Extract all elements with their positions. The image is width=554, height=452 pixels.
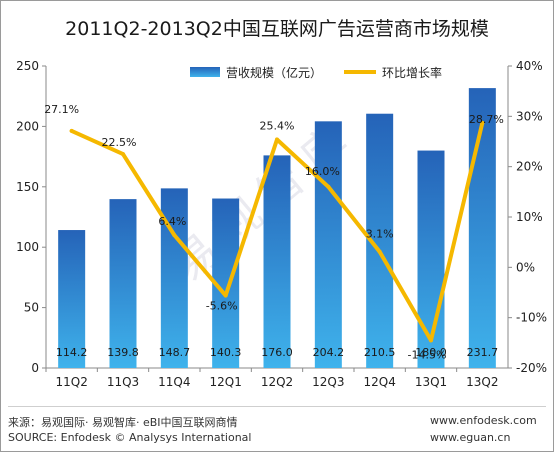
axes: 0 50 100 150 200 250 -20% -10% 0% 10% 20% 30% 40% 11Q…	[16, 59, 547, 389]
bar-value-label: 176.0	[261, 346, 293, 359]
x-tick-label: 13Q2	[466, 375, 498, 389]
y-right-tick-label: 10%	[516, 210, 543, 224]
bar-value-label: 231.7	[467, 346, 499, 359]
x-tick-label: 12Q2	[261, 375, 293, 389]
bar	[314, 121, 342, 368]
url-enfodesk: www.enfodesk.com	[430, 414, 537, 427]
bar-labels: 114.2 139.8 148.7 140.3 176.0 204.2 210.5 180.0…	[56, 346, 498, 359]
chart-title: 2011Q2-2013Q2中国互联网广告运营商市场规模	[65, 18, 489, 40]
x-tick-label: 11Q3	[107, 375, 139, 389]
x-tick-label: 12Q4	[363, 375, 395, 389]
footer-divider	[8, 406, 546, 407]
growth-value-label: 3.1%	[366, 228, 394, 241]
x-tick-label: 13Q1	[415, 375, 447, 389]
line-labels: 27.1% 22.5% 6.4% -5.6% 25.4% 16.0% 3.1% -14.5% 2…	[44, 103, 504, 361]
footer: 来源：易观国际· 易观智库· eBI中国互联网商情 SOURCE: Enfode…	[0, 398, 554, 452]
growth-value-label: 25.4%	[260, 119, 295, 132]
growth-point	[326, 184, 331, 189]
legend: 营收规模（亿元） 环比增长率	[190, 65, 442, 80]
y-right-tick-label: 30%	[516, 109, 543, 123]
growth-value-label: -5.6%	[206, 300, 238, 313]
growth-point	[275, 137, 279, 142]
bar-value-label: 114.2	[56, 346, 88, 359]
url-eguan: www.eguan.cn	[430, 431, 511, 444]
x-tick-label: 12Q3	[312, 375, 344, 389]
source-cn: 来源：易观国际· 易观智库· eBI中国互联网商情	[8, 416, 238, 429]
bar	[58, 230, 86, 368]
bar	[109, 199, 137, 368]
growth-point	[480, 120, 485, 125]
y-right-tick-label: -10%	[516, 311, 547, 325]
legend-bar-swatch	[190, 67, 220, 77]
growth-value-label: 28.7%	[469, 113, 504, 126]
line-series	[69, 120, 485, 343]
bar-series	[58, 88, 496, 369]
y-right-tick-label: 20%	[516, 160, 543, 174]
y-right-tick-label: 40%	[516, 59, 543, 73]
growth-point	[121, 152, 125, 157]
bar	[468, 88, 496, 369]
y-right-tick-label: 0%	[516, 260, 535, 274]
bar-value-label: 139.8	[107, 346, 139, 359]
x-tick-label: 12Q1	[209, 375, 241, 389]
growth-point	[69, 128, 74, 133]
y-left-tick-label: 150	[16, 180, 39, 194]
bar-value-label: 180.0	[415, 346, 447, 359]
growth-value-label: 22.5%	[102, 136, 137, 149]
growth-value-label: 16.0%	[305, 165, 340, 178]
bar-value-label: 204.2	[313, 346, 345, 359]
y-left-tick-label: 100	[16, 240, 39, 254]
x-tick-label: 11Q2	[55, 375, 87, 389]
growth-value-label: 27.1%	[44, 103, 79, 116]
growth-point	[429, 338, 433, 343]
legend-line-label: 环比增长率	[382, 65, 442, 80]
y-right-tick-label: -20%	[516, 361, 547, 375]
bar-value-label: 148.7	[159, 346, 191, 359]
legend-bar-label: 营收规模（亿元）	[226, 65, 322, 80]
bar-value-label: 210.5	[364, 346, 396, 359]
growth-point	[223, 293, 228, 298]
y-left-tick-label: 50	[24, 301, 39, 315]
chart: 0 50 100 150 200 250 -20% -10% 0% 10% 20% 30% 40% 11Q…	[16, 59, 547, 389]
growth-value-label: -14.5%	[408, 348, 447, 361]
growth-point	[172, 233, 177, 238]
y-left-tick-label: 250	[16, 59, 39, 73]
y-left-tick-label: 200	[16, 119, 39, 133]
source-en: SOURCE: Enfodesk © Analysys Internationa…	[8, 431, 252, 444]
x-tick-label: 11Q4	[158, 375, 190, 389]
y-left-tick-label: 0	[31, 361, 39, 375]
growth-point	[377, 249, 382, 254]
growth-value-label: 6.4%	[158, 215, 186, 228]
bar	[263, 155, 291, 368]
bar-value-label: 140.3	[210, 346, 242, 359]
